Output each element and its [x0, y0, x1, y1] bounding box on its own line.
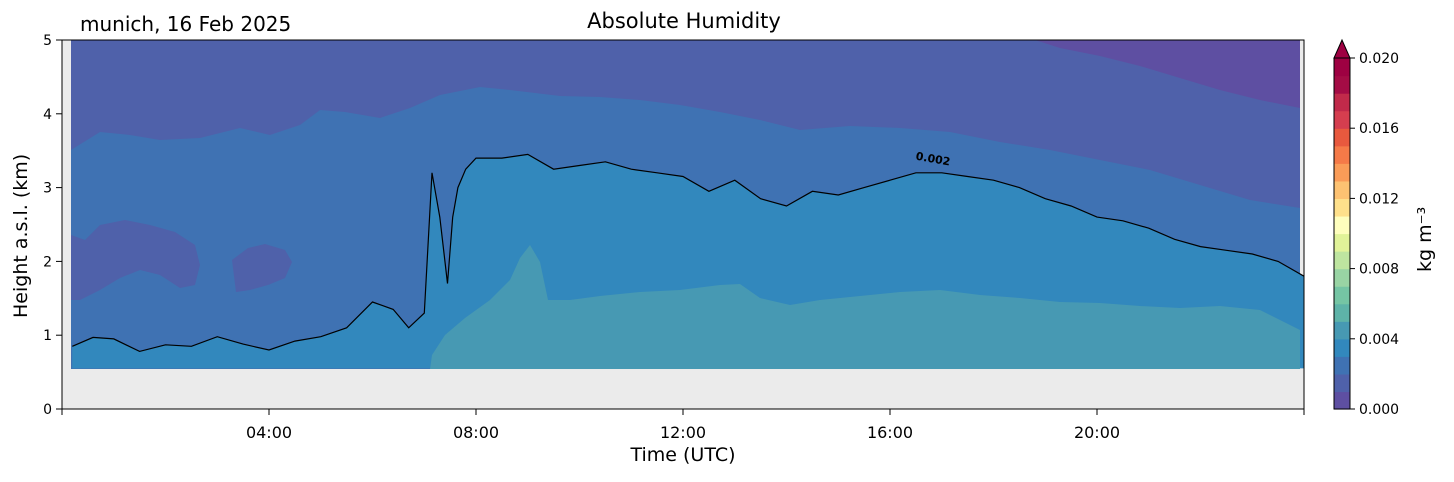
y-tick-label: 0	[43, 402, 52, 418]
colorbar-extend-arrow	[1333, 38, 1351, 59]
colorbar-segment	[1334, 286, 1350, 305]
colorbar-tick-label: 0.000	[1359, 402, 1399, 418]
colorbar-tick-label: 0.004	[1359, 332, 1399, 348]
y-axis-ticks: 0 1 2 3 4 5	[43, 33, 62, 418]
colorbar-segment	[1334, 75, 1350, 94]
colorbar-frame	[1333, 57, 1351, 410]
contour-label: 0.002	[915, 150, 952, 169]
fill-pocket-right	[232, 244, 292, 292]
colorbar-segment	[1334, 251, 1350, 270]
colorbar-segment	[1334, 233, 1350, 252]
colorbar-segment	[1334, 356, 1350, 375]
x-tick-label: 16:00	[867, 423, 913, 442]
colorbar-segment	[1334, 215, 1350, 235]
y-tick-label: 4	[43, 107, 52, 123]
colorbar-segment	[1334, 93, 1350, 112]
colorbar-segment	[1334, 58, 1350, 77]
colorbar-segment	[1334, 321, 1350, 340]
y-tick-label: 1	[43, 328, 52, 344]
y-tick-label: 5	[43, 33, 52, 49]
x-tick-label: 08:00	[453, 423, 499, 442]
x-axis-ticks: 04:00 08:00 12:00 16:00 20:00	[61, 409, 1305, 442]
x-tick-label: 12:00	[660, 423, 706, 442]
x-axis-label: Time (UTC)	[630, 444, 736, 466]
y-axis-label: Height a.s.l. (km)	[10, 153, 32, 318]
contour-0002	[72, 153, 1304, 353]
colorbar-segment	[1334, 128, 1350, 147]
colorbar-segment	[1334, 373, 1350, 393]
colorbar-segment	[1334, 145, 1350, 164]
fill-pocket-left	[71, 220, 200, 300]
colorbar-segment	[1334, 198, 1350, 217]
colorbar-segment	[1334, 391, 1350, 410]
x-tick-label: 04:00	[246, 423, 292, 442]
x-tick-label: 20:00	[1074, 423, 1120, 442]
colorbar-segment	[1334, 180, 1350, 199]
colorbar-segment	[1334, 268, 1350, 287]
colorbar-ticks: 0.000 0.004 0.008 0.012 0.016 0.020	[1350, 51, 1399, 418]
colorbar-label: kg m⁻³	[1414, 206, 1436, 272]
fill-level-0p0030	[430, 245, 1300, 369]
colorbar-segment	[1334, 338, 1350, 357]
colorbar-tick-label: 0.012	[1359, 191, 1399, 207]
site-date-label: munich, 16 Feb 2025	[80, 12, 292, 36]
colorbar-tick-label: 0.016	[1359, 121, 1399, 137]
colorbar-tick-label: 0.008	[1359, 262, 1399, 278]
colorbar-tick-label: 0.020	[1359, 51, 1399, 67]
humidity-fill-layers	[71, 40, 1304, 369]
y-tick-label: 2	[43, 254, 52, 270]
colorbar-segment	[1334, 110, 1350, 129]
colorbar-segment	[1334, 163, 1350, 182]
y-tick-label: 3	[43, 181, 52, 197]
colorbar	[1333, 38, 1351, 410]
chart-title: Absolute Humidity	[587, 9, 781, 33]
fill-level-0p0010	[71, 40, 1300, 208]
colorbar-segment	[1334, 303, 1350, 322]
fill-level-0p0005	[1035, 40, 1300, 108]
